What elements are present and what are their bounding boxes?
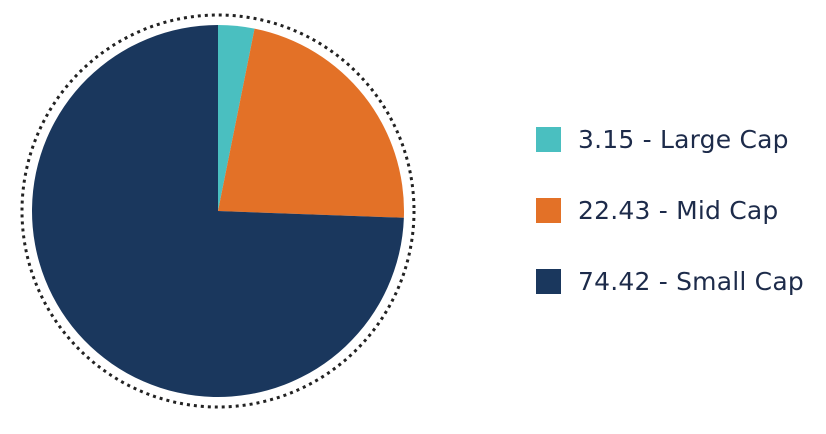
pie-slice-small-cap: [32, 25, 404, 397]
legend-swatch-mid-cap: [536, 197, 561, 223]
legend: 3.15 - Large Cap 22.43 - Mid Cap 74.42 -…: [536, 120, 826, 333]
legend-item-large-cap: 3.15 - Large Cap: [536, 120, 826, 158]
legend-swatch-small-cap: [536, 268, 561, 294]
legend-swatch-large-cap: [536, 126, 561, 152]
pie-slice-large-cap: [218, 25, 255, 211]
legend-item-small-cap: 74.42 - Small Cap: [536, 262, 826, 300]
legend-label-large-cap: 3.15 - Large Cap: [578, 124, 789, 154]
pie-slice-mid-cap: [218, 28, 405, 218]
legend-item-mid-cap: 22.43 - Mid Cap: [536, 191, 826, 229]
pie-slices: [32, 25, 405, 397]
legend-label-small-cap: 74.42 - Small Cap: [578, 266, 804, 296]
pie-dotted-outline: [20, 13, 416, 409]
legend-label-mid-cap: 22.43 - Mid Cap: [578, 195, 779, 225]
